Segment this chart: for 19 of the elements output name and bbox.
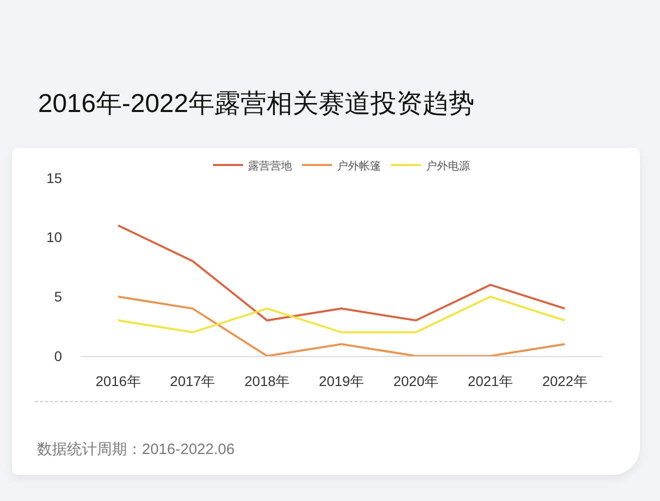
x-tick-label: 2022年 — [542, 372, 588, 389]
x-tick-label: 2017年 — [170, 372, 216, 389]
x-tick-label: 2021年 — [468, 372, 513, 389]
chart-title: 2016年-2022年露营相关赛道投资趋势 — [38, 88, 474, 118]
y-tick-label: 10 — [46, 229, 62, 246]
line-series — [117, 296, 566, 334]
x-tick-label: 2016年 — [96, 372, 141, 389]
y-tick-label: 0 — [54, 348, 62, 364]
line-series — [117, 296, 566, 356]
legend-label: 露营营地 — [248, 159, 292, 172]
text: 数据统计周期：2016-2022.06 — [37, 441, 235, 458]
legend-label: 户外电源 — [426, 159, 470, 172]
y-tick-label: 5 — [54, 288, 62, 305]
x-tick-label: 2019年 — [318, 372, 364, 389]
x-tick-label: 2020年 — [393, 372, 439, 389]
legend-label: 户外帐篷 — [337, 159, 381, 172]
y-tick-label: 15 — [46, 170, 62, 186]
x-tick-label: 2018年 — [244, 372, 290, 389]
line-series — [117, 224, 566, 322]
